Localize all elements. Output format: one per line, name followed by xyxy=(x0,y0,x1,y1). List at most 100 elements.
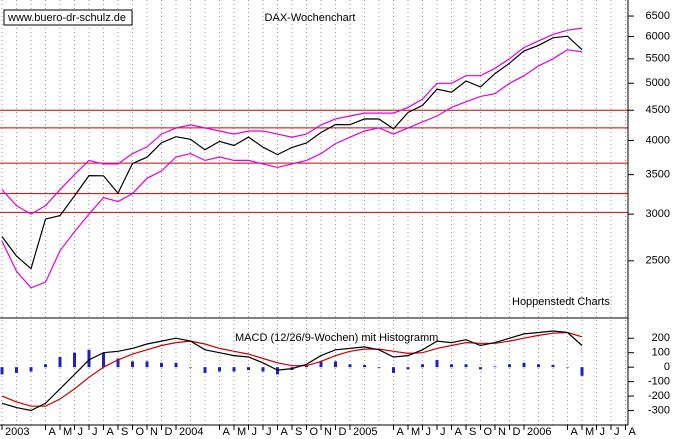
y-tick-label: 6000 xyxy=(646,30,670,42)
histogram-bar xyxy=(392,367,395,373)
series-line xyxy=(1,27,583,215)
histogram-bar xyxy=(131,361,134,368)
y-tick-label: 100 xyxy=(652,347,670,359)
annotation: Hoppenstedt Charts xyxy=(512,296,610,308)
y-tick-label: 3500 xyxy=(646,169,670,181)
histogram-bar xyxy=(276,367,279,375)
x-tick-label: 2003 xyxy=(5,426,29,438)
histogram-bar xyxy=(160,362,163,368)
histogram-bar xyxy=(0,367,4,375)
x-tick-label: J xyxy=(440,426,446,438)
x-tick-label: J xyxy=(426,426,432,438)
histogram-bar xyxy=(29,367,33,372)
x-tick-label: O xyxy=(310,426,319,438)
x-tick-label: J xyxy=(252,426,258,438)
chart-title: DAX-Wochenchart xyxy=(265,12,356,24)
x-tick-label: 2005 xyxy=(353,426,377,438)
histogram-bar xyxy=(203,367,207,373)
y-tick-label: -100 xyxy=(648,376,670,388)
x-tick-label: D xyxy=(339,426,347,438)
x-tick-label: S xyxy=(469,426,476,438)
x-tick-label: N xyxy=(324,426,332,438)
y-tick-label: 0 xyxy=(664,361,670,373)
x-tick-label: J xyxy=(266,426,272,438)
histogram-bar xyxy=(479,367,482,370)
histogram-bar xyxy=(174,362,178,368)
histogram-bar xyxy=(247,367,250,371)
series-line xyxy=(1,49,583,289)
histogram-bar xyxy=(406,367,410,370)
y-tick-label: 5000 xyxy=(646,77,670,89)
y-tick-label: -200 xyxy=(648,390,670,402)
x-tick-label: M xyxy=(237,426,246,438)
histogram-bar xyxy=(44,364,47,368)
histogram-bar xyxy=(305,365,308,368)
x-tick-label: N xyxy=(498,426,506,438)
y-tick-label: 2500 xyxy=(646,255,670,267)
y-tick-label: 3000 xyxy=(646,208,670,220)
x-tick-label: A xyxy=(49,426,57,438)
histogram-bar xyxy=(493,366,497,368)
histogram-bar xyxy=(508,364,511,368)
histogram-bar xyxy=(73,352,76,368)
y-tick-label: 6500 xyxy=(646,10,670,22)
x-tick-label: J xyxy=(78,426,84,438)
series-line xyxy=(1,35,583,270)
y-tick-label: 4000 xyxy=(646,134,670,146)
histogram-bar xyxy=(319,361,323,368)
histogram-bar xyxy=(421,364,424,368)
histogram-bar xyxy=(348,364,352,368)
x-tick-label: J xyxy=(614,426,620,438)
histogram-bar xyxy=(377,367,381,368)
histogram-bar xyxy=(218,367,221,372)
x-tick-label: M xyxy=(411,426,420,438)
series-line xyxy=(1,331,583,407)
x-tick-label: M xyxy=(585,426,594,438)
x-tick-label: M xyxy=(63,426,72,438)
x-tick-label: J xyxy=(92,426,98,438)
histogram-bar xyxy=(363,364,366,368)
x-tick-label: A xyxy=(223,426,231,438)
histogram-bar xyxy=(334,361,337,368)
histogram-bar xyxy=(464,364,468,368)
macd-title: MACD (12/26/9-Wochen) mit Histogramm xyxy=(235,332,438,344)
annotation: www.buero-dr-schulz.de xyxy=(7,12,126,24)
y-tick-label: -300 xyxy=(648,404,670,416)
histogram-bar xyxy=(261,367,265,372)
histogram-bar xyxy=(450,364,453,368)
histogram-bar xyxy=(537,364,540,368)
y-tick-label: 4500 xyxy=(646,104,670,116)
x-tick-label: O xyxy=(136,426,145,438)
histogram-bar xyxy=(87,349,91,368)
y-tick-label: 5500 xyxy=(646,53,670,65)
histogram-bar xyxy=(102,352,105,368)
x-tick-label: 2004 xyxy=(179,426,203,438)
histogram-bar xyxy=(189,367,192,368)
x-tick-label: A xyxy=(397,426,405,438)
x-tick-label: D xyxy=(165,426,173,438)
x-tick-label: N xyxy=(150,426,158,438)
histogram-bar xyxy=(58,357,62,368)
x-tick-label: A xyxy=(455,426,463,438)
x-tick-label: A xyxy=(281,426,289,438)
histogram-bar xyxy=(15,367,18,373)
histogram-bar xyxy=(580,367,584,376)
x-tick-label: 2006 xyxy=(527,426,551,438)
y-tick-label: 200 xyxy=(652,332,670,344)
x-tick-label: D xyxy=(513,426,521,438)
histogram-bar xyxy=(232,367,236,372)
histogram-bar xyxy=(145,361,149,368)
histogram-bar xyxy=(435,359,439,368)
x-tick-label: A xyxy=(629,426,637,438)
x-tick-label: A xyxy=(107,426,115,438)
x-tick-label: O xyxy=(484,426,493,438)
histogram-bar xyxy=(116,358,120,368)
histogram-bar xyxy=(566,367,569,368)
histogram-bar xyxy=(551,364,555,368)
x-tick-label: S xyxy=(121,426,128,438)
x-tick-label: S xyxy=(295,426,302,438)
x-tick-label: J xyxy=(600,426,606,438)
histogram-bar xyxy=(522,362,526,368)
x-tick-label: A xyxy=(571,426,579,438)
